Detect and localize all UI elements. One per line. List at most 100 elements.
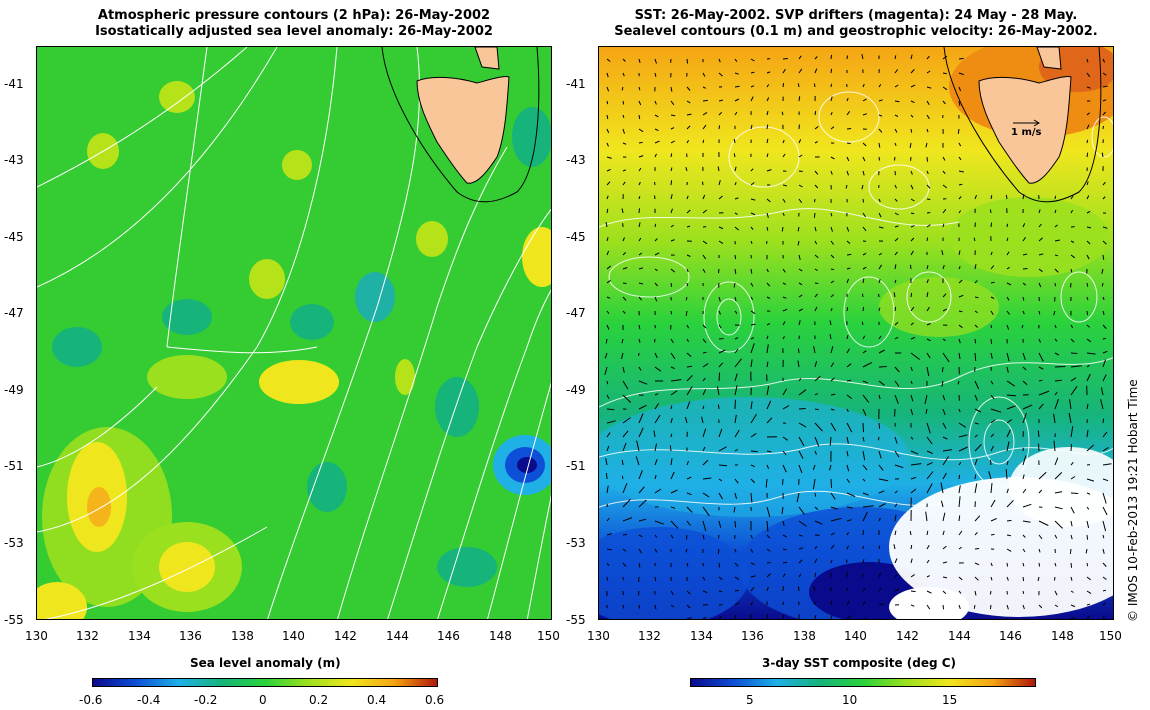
left-title-line1: Atmospheric pressure contours (2 hPa): 2… — [97, 8, 491, 23]
velocity-arrow — [766, 335, 769, 340]
velocity-arrow — [606, 420, 616, 424]
velocity-arrow — [829, 334, 832, 340]
velocity-arrow — [830, 170, 833, 175]
velocity-arrow — [686, 386, 693, 396]
velocity-arrow — [862, 278, 865, 284]
velocity-arrow — [941, 250, 944, 256]
right-x-tick: 130 — [587, 629, 610, 643]
velocity-arrow — [894, 588, 900, 592]
velocity-arrow — [797, 83, 800, 88]
sst-map: 1 m/s — [598, 46, 1114, 620]
velocity-arrow — [1086, 478, 1095, 482]
velocity-arrow — [1038, 520, 1049, 526]
velocity-arrow — [798, 436, 805, 447]
velocity-arrow — [958, 170, 964, 173]
velocity-arrow — [1068, 412, 1072, 424]
velocity-arrow — [638, 380, 648, 385]
velocity-arrow — [782, 308, 788, 312]
velocity-arrow — [862, 394, 870, 403]
velocity-arrow — [686, 401, 691, 410]
velocity-arrow — [670, 471, 675, 480]
velocity-arrow — [750, 182, 755, 186]
velocity-arrow — [1006, 251, 1010, 256]
velocity-arrow — [622, 142, 627, 145]
velocity-arrow — [830, 377, 835, 382]
velocity-arrow — [941, 366, 944, 373]
velocity-arrow — [910, 84, 916, 88]
velocity-arrow — [702, 254, 707, 260]
right-x-tick: 144 — [948, 629, 971, 643]
velocity-arrow — [686, 225, 691, 228]
velocity-arrow — [878, 490, 885, 494]
sea-level-anomaly-map — [36, 46, 552, 620]
velocity-arrow — [1006, 576, 1009, 581]
velocity-arrow — [638, 58, 641, 63]
velocity-arrow — [814, 614, 817, 619]
velocity-arrow — [1006, 266, 1010, 270]
velocity-arrow — [606, 432, 611, 438]
velocity-arrow — [1102, 196, 1106, 200]
velocity-arrow — [670, 140, 675, 144]
velocity-arrow — [782, 436, 788, 441]
velocity-arrow — [654, 576, 657, 582]
velocity-arrow — [830, 156, 835, 160]
velocity-arrow — [670, 100, 675, 106]
velocity-arrow — [1006, 548, 1012, 552]
velocity-arrow — [990, 265, 995, 270]
velocity-arrow — [686, 365, 693, 368]
velocity-arrow — [974, 434, 978, 438]
velocity-arrow — [1086, 615, 1091, 619]
velocity-arrow — [910, 380, 913, 384]
velocity-arrow — [862, 361, 873, 368]
right-x-tick: 146 — [999, 629, 1022, 643]
right-y-tick: -43 — [566, 153, 586, 167]
velocity-arrow — [910, 488, 917, 494]
velocity-arrow — [1053, 413, 1056, 424]
velocity-arrow — [718, 492, 723, 500]
velocity-arrow — [638, 282, 644, 285]
velocity-arrow — [654, 534, 658, 538]
velocity-arrow — [734, 520, 737, 528]
velocity-arrow — [1006, 352, 1010, 362]
velocity-arrow — [734, 348, 739, 354]
velocity-arrow — [654, 520, 664, 525]
velocity-arrow — [734, 85, 740, 88]
velocity-arrow — [812, 478, 816, 490]
velocity-arrow — [686, 125, 691, 130]
velocity-arrow — [686, 113, 692, 116]
velocity-arrow — [894, 142, 897, 146]
velocity-arrow — [1086, 506, 1090, 510]
velocity-arrow — [926, 70, 931, 74]
velocity-arrow — [830, 254, 835, 259]
velocity-arrow — [942, 576, 948, 579]
velocity-arrow — [718, 72, 723, 77]
velocity-arrow — [1006, 488, 1009, 494]
velocity-arrow — [606, 445, 610, 452]
velocity-arrow — [879, 618, 881, 619]
left-x-tick: 130 — [25, 629, 48, 643]
velocity-arrow — [894, 100, 900, 103]
velocity-arrow — [990, 194, 993, 200]
velocity-arrow — [686, 254, 691, 257]
velocity-arrow — [1100, 387, 1104, 396]
velocity-arrow — [622, 128, 625, 134]
velocity-arrow — [862, 226, 867, 232]
velocity-arrow — [686, 520, 691, 526]
velocity-arrow — [686, 268, 689, 273]
velocity-arrow — [990, 445, 994, 452]
velocity-arrow — [846, 55, 848, 60]
velocity-arrow — [1070, 240, 1075, 243]
velocity-arrow — [926, 292, 929, 298]
velocity-arrow — [830, 112, 833, 116]
velocity-arrow — [878, 587, 882, 592]
velocity-arrow — [766, 138, 769, 144]
left-x-tick: 148 — [489, 629, 512, 643]
velocity-arrow — [958, 422, 966, 428]
velocity-arrow — [846, 450, 849, 457]
velocity-arrow — [925, 408, 928, 414]
velocity-arrow — [942, 184, 948, 189]
velocity-arrow — [830, 544, 835, 550]
velocity-arrow — [622, 517, 633, 522]
velocity-arrow — [910, 264, 912, 270]
velocity-arrow — [766, 464, 770, 469]
